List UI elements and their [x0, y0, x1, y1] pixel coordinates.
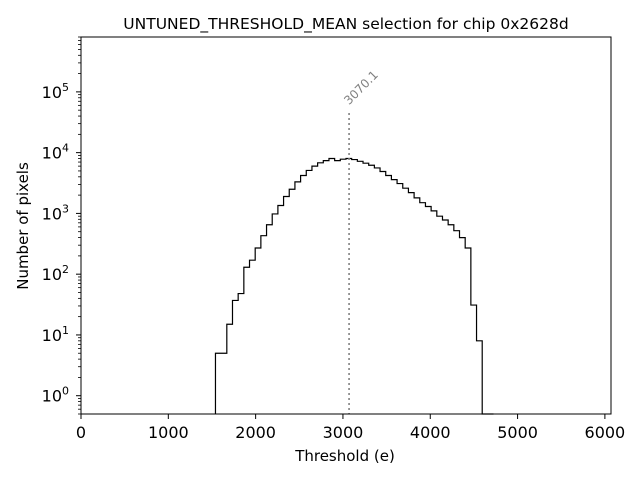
- y-tick-label: 104: [42, 142, 69, 163]
- y-tick-label: 101: [42, 324, 69, 345]
- y-tick-label: 105: [42, 81, 69, 102]
- histogram-step-line: [214, 157, 494, 415]
- plot-area: 3070.10 1000 2000 3000 4000 5000 6000100101102…: [42, 36, 626, 442]
- y-tick-label: 100: [42, 385, 69, 406]
- axes-frame: [80, 36, 612, 415]
- x-tick-label: 1000: [148, 423, 189, 442]
- x-tick-label: 6000: [585, 423, 626, 442]
- chart-title: UNTUNED_THRESHOLD_MEAN selection for chi…: [123, 15, 568, 34]
- y-tick-label: 103: [42, 202, 69, 223]
- x-tick-label: 3000: [323, 423, 364, 442]
- x-tick-label: 5000: [497, 423, 538, 442]
- y-axis-label: Number of pixels: [14, 162, 32, 290]
- x-tick-label: 4000: [410, 423, 451, 442]
- y-tick-label: 102: [42, 263, 69, 284]
- x-tick-label: 0: [76, 423, 86, 442]
- x-axis-label: Threshold (e): [294, 447, 395, 465]
- x-tick-label: 2000: [235, 423, 276, 442]
